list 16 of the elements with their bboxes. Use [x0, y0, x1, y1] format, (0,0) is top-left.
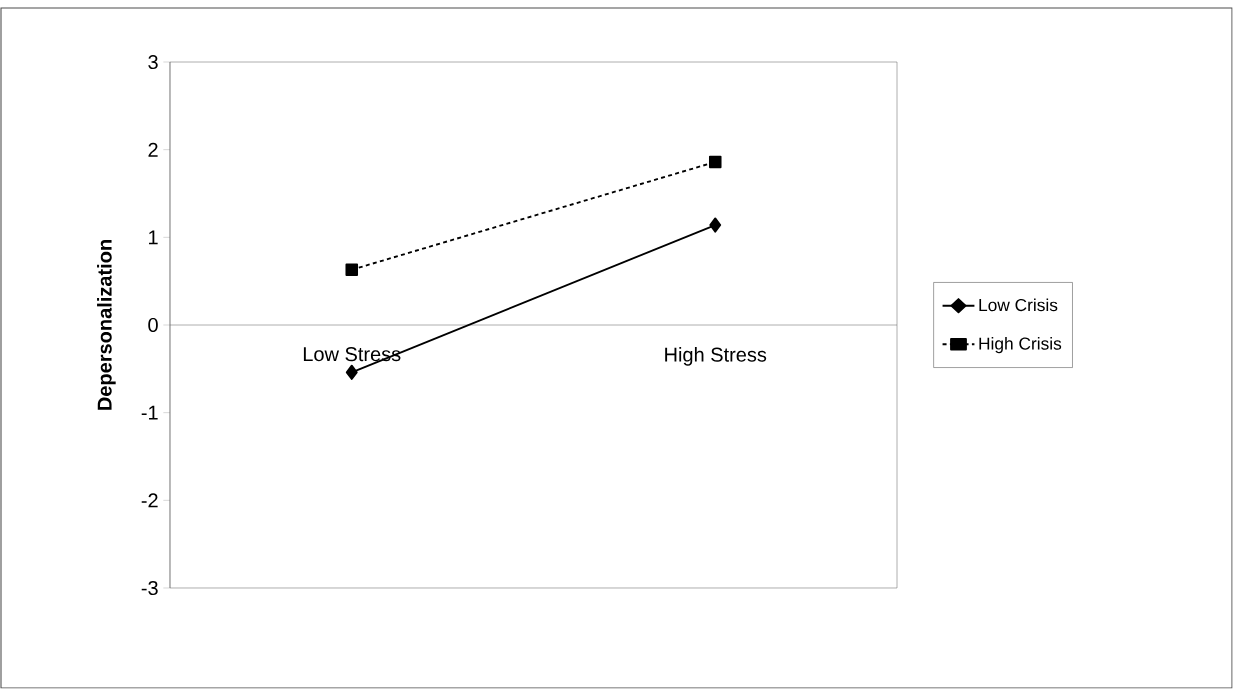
point: [345, 263, 359, 277]
y-tick-label: -1: [141, 406, 158, 420]
point: [709, 217, 722, 233]
x-tick-label: Low Stress: [303, 347, 401, 362]
y-tick-label: 3: [148, 55, 158, 70]
y-axis-title: Depersonalization: [97, 240, 116, 411]
point: [345, 364, 358, 381]
y-tick-label: 2: [148, 142, 158, 157]
x-tick-label: High Stress: [665, 347, 767, 366]
point: [708, 155, 722, 169]
y-tick-label: -2: [141, 493, 158, 508]
y-tick-label: 0: [148, 318, 158, 333]
legend-label: Low Crisis: [979, 298, 1058, 312]
legend-label: High Crisis: [979, 337, 1062, 354]
y-tick-label: -3: [141, 581, 158, 596]
y-tick-label: 1: [149, 230, 158, 245]
